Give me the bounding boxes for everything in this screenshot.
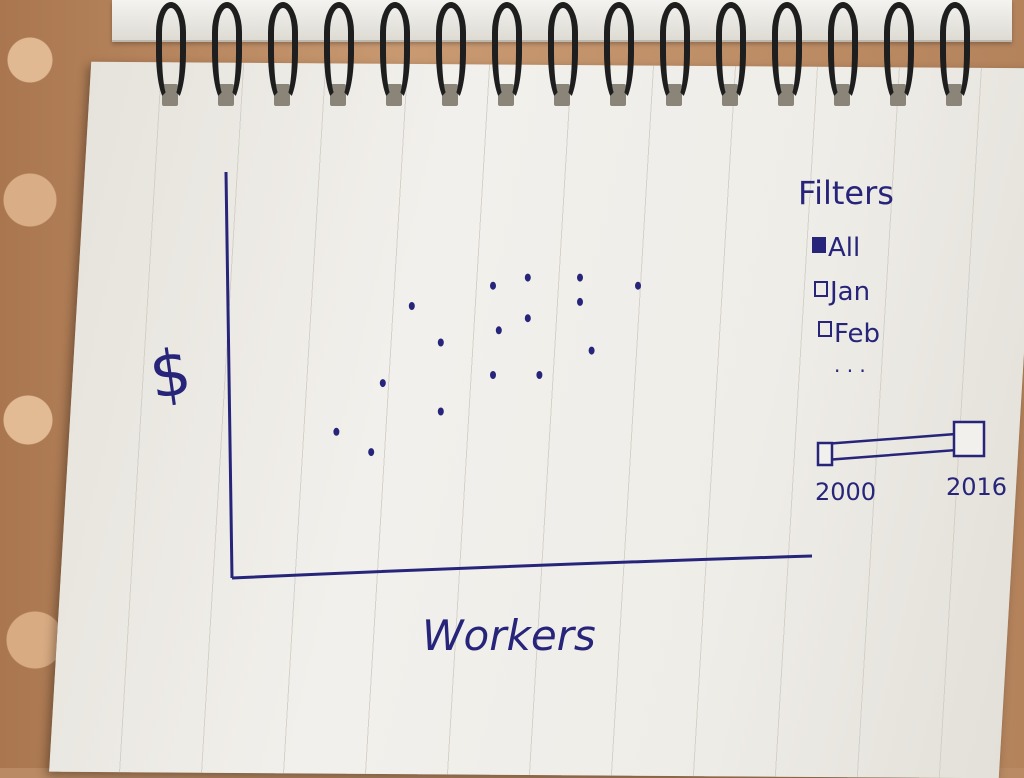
spiral-coil	[548, 2, 578, 102]
spiral-coil	[156, 2, 186, 102]
data-point	[524, 314, 531, 323]
data-point	[490, 371, 496, 379]
x-axis	[231, 554, 813, 580]
slider-handle-min[interactable]	[816, 441, 834, 467]
data-point	[635, 281, 641, 290]
filter-checkbox-all[interactable]	[812, 237, 826, 253]
filter-checkbox-jan[interactable]	[814, 281, 828, 297]
spiral-coil	[828, 2, 858, 102]
slider-handle-max[interactable]	[952, 420, 986, 458]
filter-option-jan[interactable]: Jan	[814, 277, 870, 307]
filters-title: Filters	[798, 174, 894, 212]
spiral-coil	[604, 2, 634, 102]
spiral-coil	[772, 2, 802, 102]
scatter-points	[333, 273, 641, 457]
spiral-binding	[0, 0, 1024, 140]
data-point	[333, 427, 340, 436]
filter-checkbox-feb[interactable]	[818, 321, 832, 337]
spiral-coil	[324, 2, 354, 102]
data-point	[437, 338, 444, 347]
data-point	[577, 273, 583, 282]
spiral-coil	[492, 2, 522, 102]
y-axis-label: $	[145, 335, 196, 414]
filter-label-all: All	[828, 233, 860, 263]
data-point	[577, 297, 583, 306]
filter-label-jan: Jan	[828, 277, 870, 307]
filter-option-all[interactable]: All	[812, 233, 860, 263]
data-point	[495, 326, 502, 335]
data-point	[368, 448, 375, 457]
slider-track[interactable]	[822, 432, 959, 462]
spiral-coil	[940, 2, 970, 102]
spiral-coil	[660, 2, 690, 102]
filter-label-feb: Feb	[834, 319, 880, 349]
spiral-coil	[716, 2, 746, 102]
spiral-coil	[380, 2, 410, 102]
filters-more-ellipsis: . . .	[834, 353, 866, 377]
filters-panel: Filters All Jan Feb . . .	[798, 174, 894, 377]
data-point	[536, 371, 543, 379]
data-point	[524, 273, 531, 282]
data-point	[437, 407, 444, 416]
filter-option-feb[interactable]: Feb	[818, 319, 880, 349]
slider-max-label: 2016	[946, 473, 1007, 501]
spiral-coil	[884, 2, 914, 102]
spiral-coil	[436, 2, 466, 102]
year-range-slider[interactable]: 2000 2016	[815, 420, 1007, 506]
data-point	[490, 281, 496, 290]
slider-min-label: 2000	[815, 478, 876, 506]
data-point	[408, 302, 415, 310]
spiral-coil	[212, 2, 242, 102]
data-point	[588, 346, 595, 355]
y-axis	[224, 171, 234, 579]
spiral-coil	[268, 2, 298, 102]
data-point	[379, 379, 386, 388]
x-axis-label: Workers	[422, 611, 596, 660]
